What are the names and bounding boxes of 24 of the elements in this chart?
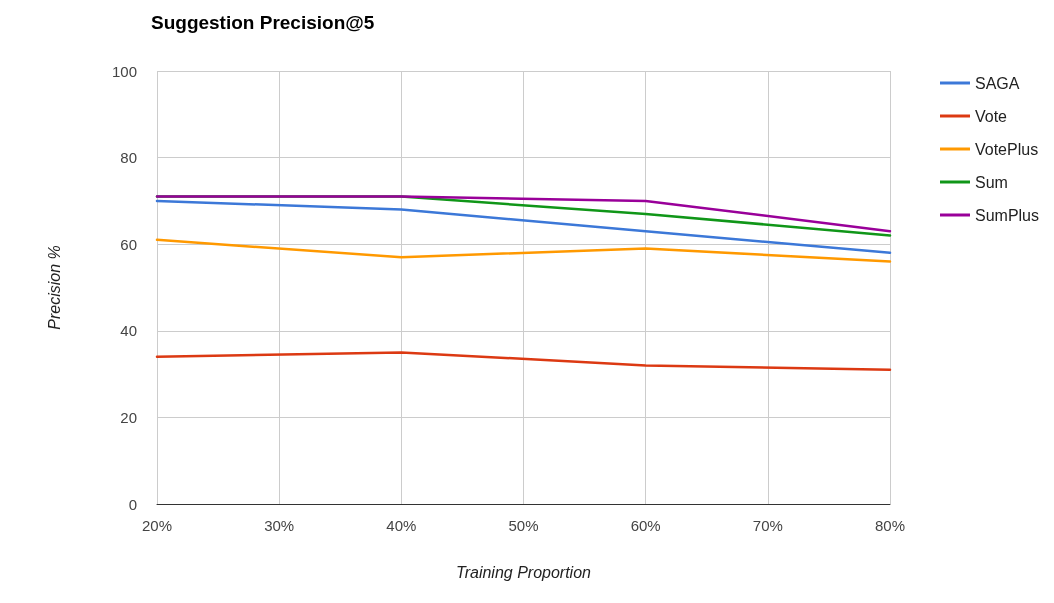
- legend-label: VotePlus: [974, 140, 1039, 158]
- y-tick-label: 80: [120, 149, 137, 167]
- legend-label: SAGA: [974, 74, 1020, 92]
- legend-label: Sum: [974, 173, 1008, 191]
- legend-label: SumPlus: [974, 206, 1040, 224]
- legend-label: Vote: [974, 107, 1008, 125]
- x-tick-label: 30%: [264, 517, 295, 534]
- x-tick-label: 50%: [508, 517, 539, 534]
- line-series: [155, 238, 892, 263]
- y-tick-label: 40: [120, 322, 137, 340]
- y-tick-label: 20: [120, 408, 137, 426]
- x-tick-label: 20%: [141, 517, 173, 534]
- x-tick-label: 40%: [386, 517, 417, 534]
- x-tick-label: 70%: [752, 517, 783, 534]
- y-tick-label: 100: [111, 62, 137, 80]
- x-tick-label: 60%: [630, 517, 661, 534]
- chart-title: Suggestion Precision@5: [151, 12, 375, 33]
- x-tick-label: 80%: [874, 517, 906, 534]
- x-axis-title: Training Proportion: [456, 563, 592, 581]
- line-series: [155, 351, 892, 372]
- y-axis-title: Precision %: [45, 245, 63, 330]
- line-series: [155, 199, 892, 255]
- y-tick-label: 60: [120, 235, 137, 253]
- y-tick-label: 0: [128, 495, 137, 513]
